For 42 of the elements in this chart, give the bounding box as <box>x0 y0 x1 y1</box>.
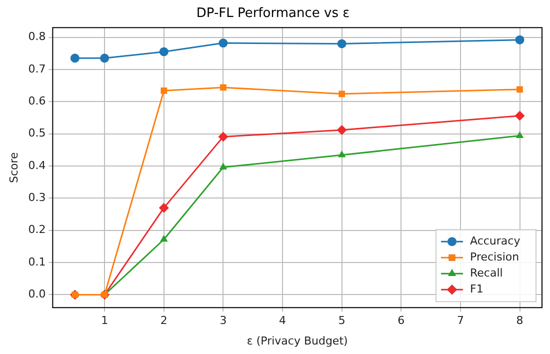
point <box>338 150 346 158</box>
point <box>160 88 168 94</box>
point <box>218 132 228 142</box>
legend-label: Accuracy <box>470 234 521 248</box>
point <box>218 38 228 48</box>
y-axis-title: Score <box>7 152 20 184</box>
point <box>220 84 226 91</box>
point <box>159 47 168 56</box>
x-tick-label: 1 <box>101 314 108 328</box>
x-tick-label: 3 <box>220 314 227 328</box>
point <box>219 162 228 170</box>
y-tick-label: 0.7 <box>28 62 46 76</box>
point <box>515 35 524 44</box>
legend-label: F1 <box>470 282 484 296</box>
point <box>514 110 525 121</box>
y-tick-label: 0.6 <box>28 94 46 108</box>
y-tick-label: 0.0 <box>28 288 46 301</box>
point <box>338 90 346 98</box>
point <box>516 86 523 93</box>
y-tick-label: 0.8 <box>28 30 46 44</box>
y-tick-label: 0.5 <box>28 126 46 140</box>
x-axis-title: ε (Privacy Budget) <box>246 334 348 348</box>
point <box>336 124 347 135</box>
x-tick-label: 7 <box>456 314 464 328</box>
x-tick-label: 8 <box>516 314 524 328</box>
y-tick-label: 0.1 <box>28 255 46 268</box>
point <box>160 234 168 242</box>
point <box>70 54 80 63</box>
y-tick-label: 0.2 <box>28 223 46 236</box>
point <box>337 39 346 48</box>
legend-label: Recall <box>470 266 503 280</box>
x-tick-label: 2 <box>160 314 168 328</box>
chart-title: DP-FL Performance vs ε <box>196 6 350 22</box>
x-tick-label: 5 <box>338 314 346 328</box>
x-tick-label: 6 <box>398 314 405 328</box>
point <box>516 131 524 138</box>
point <box>158 202 169 213</box>
x-tick-label: 4 <box>279 314 286 328</box>
point <box>100 54 110 63</box>
y-tick-label: 0.4 <box>28 158 46 172</box>
y-tick-label: 0.3 <box>28 191 46 204</box>
legend-label: Precision <box>470 250 520 264</box>
